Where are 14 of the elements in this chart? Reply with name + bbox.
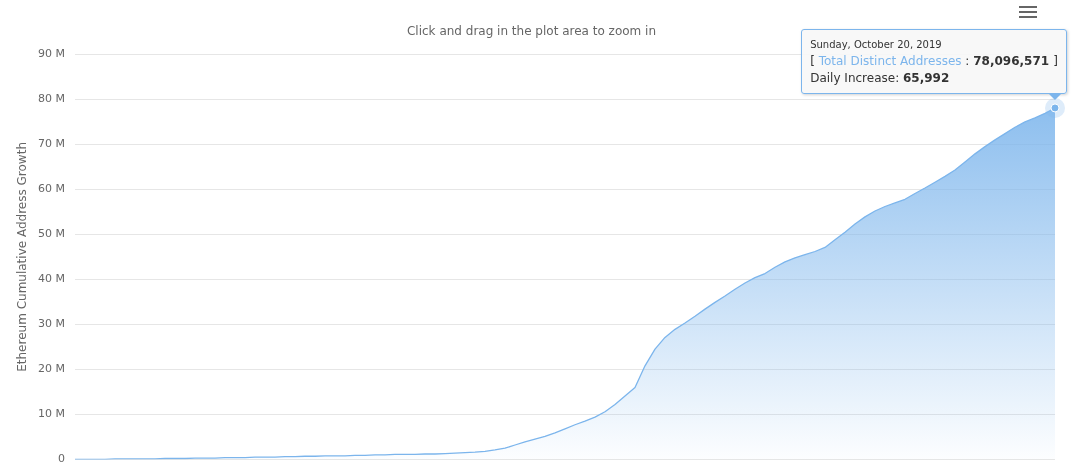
y-tick-label: 60 M <box>38 182 65 196</box>
y-tick-label: 30 M <box>38 317 65 331</box>
y-axis-title: Ethereum Cumulative Address Growth <box>15 142 30 372</box>
y-tick-label: 80 M <box>38 92 65 106</box>
y-tick-label: 90 M <box>38 47 65 61</box>
y-tick-label: 70 M <box>38 137 65 151</box>
chart-subtitle: Click and drag in the plot area to zoom in <box>406 24 657 39</box>
annotation: Daily Increase: 65,992 <box>810 70 950 85</box>
y-tick-label: 10 M <box>38 407 65 421</box>
y-tick-label: 40 M <box>38 272 65 286</box>
annotation: [ Total Distinct Addresses : 78,096,571 ] <box>810 53 1058 68</box>
y-tick-label: 50 M <box>38 227 65 241</box>
y-tick-label: 0 <box>58 452 65 466</box>
y-tick-label: 20 M <box>38 362 65 376</box>
